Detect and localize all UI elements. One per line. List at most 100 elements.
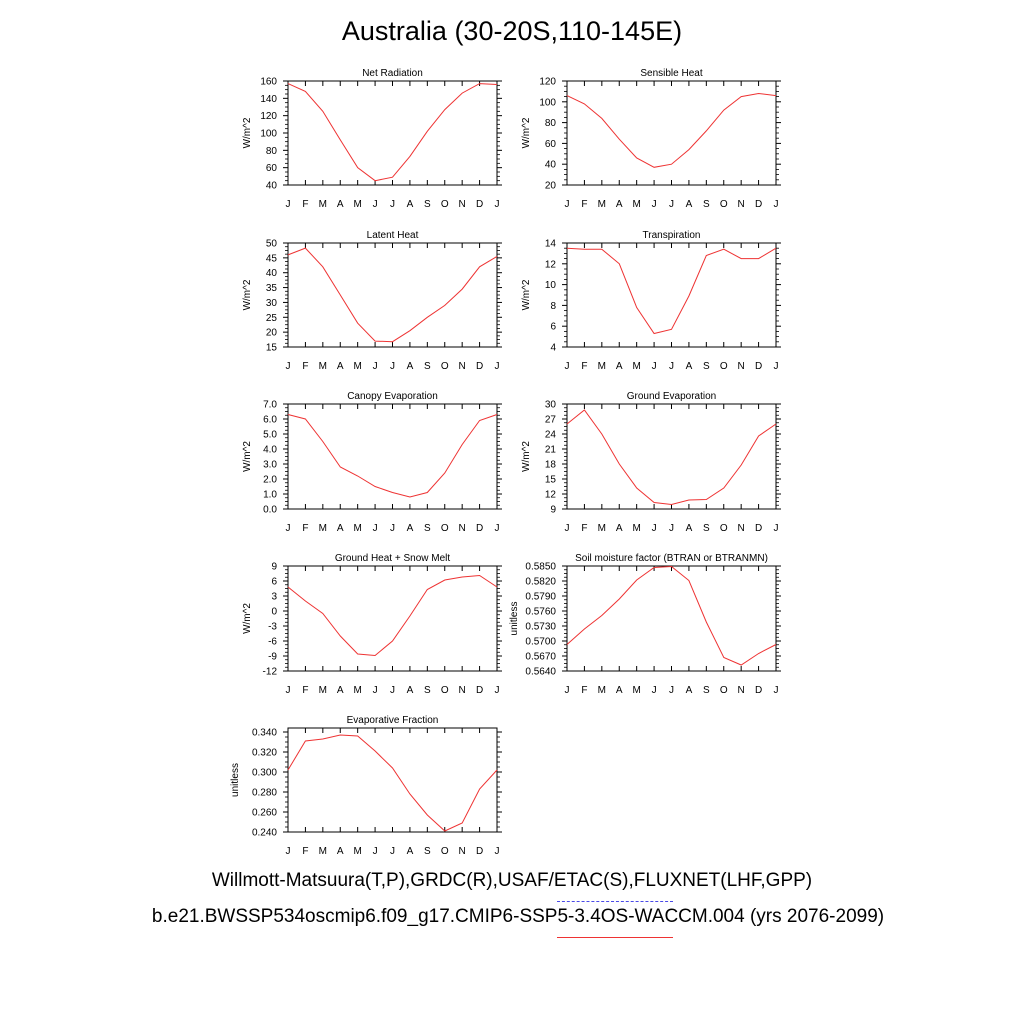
x-tick-label: J xyxy=(373,685,378,696)
y-tick-label: 3 xyxy=(271,592,277,603)
x-tick-label: M xyxy=(353,199,361,210)
y-tick-label: 6 xyxy=(550,322,556,333)
x-tick-label: M xyxy=(598,685,606,696)
x-tick-label: D xyxy=(476,199,483,210)
x-tick-label: N xyxy=(459,846,466,857)
x-tick-label: F xyxy=(302,523,308,534)
x-tick-label: J xyxy=(669,199,674,210)
y-axis-label: W/m^2 xyxy=(242,117,253,148)
y-axis-label: unitless xyxy=(509,602,520,636)
x-tick-label: D xyxy=(476,361,483,372)
x-tick-label: N xyxy=(738,199,745,210)
y-tick-label: 10 xyxy=(545,280,557,291)
x-tick-label: A xyxy=(407,199,414,210)
y-tick-label: 0.280 xyxy=(252,788,277,799)
y-tick-label: 0.5760 xyxy=(525,607,556,618)
y-tick-label: 15 xyxy=(266,343,278,354)
x-tick-label: J xyxy=(390,685,395,696)
y-tick-label: -6 xyxy=(268,637,277,648)
x-tick-label: A xyxy=(337,846,344,857)
x-tick-label: O xyxy=(720,685,728,696)
x-tick-label: J xyxy=(286,361,291,372)
x-tick-label: D xyxy=(476,685,483,696)
x-tick-label: J xyxy=(373,361,378,372)
x-tick-label: M xyxy=(319,361,327,372)
y-tick-label: 21 xyxy=(545,445,557,456)
x-tick-label: N xyxy=(738,685,745,696)
y-tick-label: 40 xyxy=(266,268,278,279)
y-tick-label: 80 xyxy=(545,118,557,129)
x-tick-label: F xyxy=(581,523,587,534)
x-tick-label: O xyxy=(441,846,449,857)
legend-observations: Willmott-Matsuura(T,P),GRDC(R),USAF/ETAC… xyxy=(211,870,813,891)
y-tick-label: 9 xyxy=(550,505,556,516)
x-tick-label: J xyxy=(774,199,779,210)
y-tick-label: 12 xyxy=(545,259,557,270)
x-tick-label: A xyxy=(337,523,344,534)
x-tick-label: J xyxy=(390,199,395,210)
x-tick-label: J xyxy=(286,523,291,534)
x-tick-label: J xyxy=(652,361,657,372)
series-line-model xyxy=(287,414,498,498)
y-tick-label: 0.260 xyxy=(252,808,277,819)
y-tick-label: 120 xyxy=(539,77,556,88)
x-tick-label: J xyxy=(495,523,500,534)
y-tick-label: 0.320 xyxy=(252,748,277,759)
x-tick-label: S xyxy=(424,846,431,857)
y-tick-label: -12 xyxy=(263,667,278,678)
x-tick-label: D xyxy=(755,523,762,534)
y-tick-label: 40 xyxy=(266,181,278,192)
chart-panel-8: Soil moisture factor (BTRAN or BTRANMN) J… xyxy=(509,553,781,696)
figure-title: Australia (30-20S,110-145E) xyxy=(341,16,683,46)
x-tick-label: J xyxy=(390,361,395,372)
y-axis-label: unitless xyxy=(230,763,241,797)
y-tick-label: 5.0 xyxy=(263,430,277,441)
x-tick-label: N xyxy=(459,199,466,210)
y-axis-label: W/m^2 xyxy=(242,603,253,634)
x-tick-label: A xyxy=(407,523,414,534)
y-tick-label: 0.5700 xyxy=(525,637,556,648)
chart-title: Ground Heat + Snow Melt xyxy=(335,553,451,564)
x-tick-label: A xyxy=(337,199,344,210)
x-tick-label: M xyxy=(319,199,327,210)
y-tick-label: 24 xyxy=(545,430,557,441)
x-tick-label: M xyxy=(632,199,640,210)
plot-frame xyxy=(287,565,498,672)
y-tick-label: 6 xyxy=(271,577,277,588)
x-tick-label: S xyxy=(703,361,710,372)
chart-title: Latent Heat xyxy=(367,230,419,241)
x-tick-label: M xyxy=(353,685,361,696)
x-tick-label: S xyxy=(424,685,431,696)
y-tick-label: 30 xyxy=(266,298,278,309)
y-tick-label: 0.5850 xyxy=(525,562,556,573)
y-tick-label: 0.5790 xyxy=(525,592,556,603)
x-tick-label: A xyxy=(616,685,623,696)
x-tick-label: A xyxy=(337,361,344,372)
y-tick-label: 140 xyxy=(260,94,277,105)
y-tick-label: 0.240 xyxy=(252,828,277,839)
x-tick-label: F xyxy=(302,846,308,857)
y-tick-label: 100 xyxy=(539,97,556,108)
x-tick-label: J xyxy=(495,846,500,857)
x-tick-label: J xyxy=(390,523,395,534)
x-tick-label: A xyxy=(616,361,623,372)
x-tick-label: N xyxy=(459,685,466,696)
x-tick-label: J xyxy=(669,361,674,372)
y-axis-label: W/m^2 xyxy=(521,279,532,310)
y-tick-label: -3 xyxy=(268,622,277,633)
chart-title: Ground Evaporation xyxy=(627,391,717,402)
x-tick-label: O xyxy=(720,361,728,372)
y-tick-label: 50 xyxy=(266,239,278,250)
x-tick-label: A xyxy=(616,523,623,534)
y-tick-label: 6.0 xyxy=(263,415,277,426)
y-tick-label: 15 xyxy=(545,475,557,486)
x-tick-label: O xyxy=(720,523,728,534)
y-tick-label: 4.0 xyxy=(263,445,277,456)
series-line-model xyxy=(287,734,498,832)
series-line-model xyxy=(566,409,777,506)
